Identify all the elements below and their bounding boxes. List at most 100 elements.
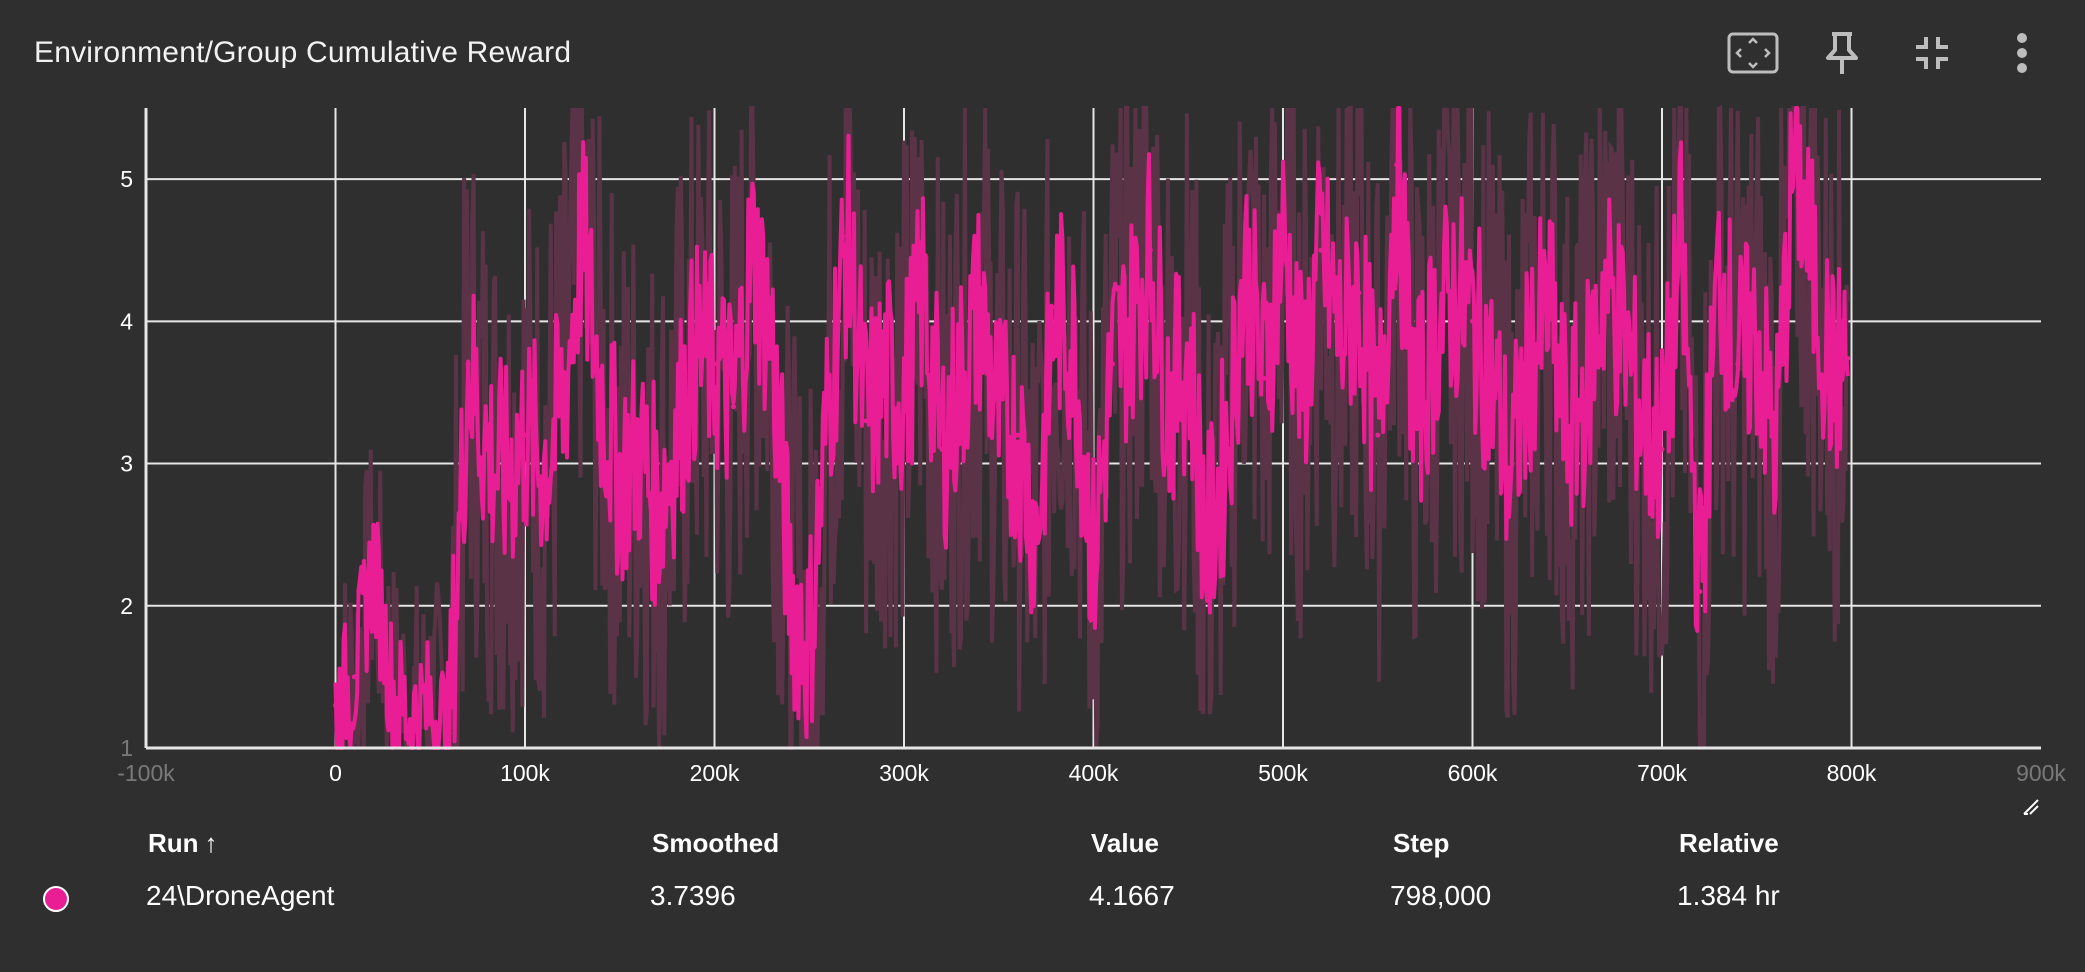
axes xyxy=(144,108,2041,750)
data-point xyxy=(522,432,528,438)
data-point xyxy=(617,475,623,481)
data-point xyxy=(1204,546,1210,552)
data-point xyxy=(1470,318,1475,324)
collapse-icon xyxy=(1916,37,1948,69)
data-point xyxy=(1394,162,1400,168)
data-point xyxy=(996,418,1002,424)
data-point xyxy=(1830,375,1835,381)
data-point xyxy=(693,347,698,353)
data-point xyxy=(1072,347,1077,353)
x-tick-label: 600k xyxy=(1448,760,1498,786)
x-tick-label: 0 xyxy=(329,760,342,786)
data-point xyxy=(1640,418,1646,424)
cell-value: 4.1667 xyxy=(1089,880,1175,911)
data-point xyxy=(1564,432,1570,438)
data-point xyxy=(920,290,926,296)
run-color-swatch[interactable] xyxy=(43,886,69,912)
data-point xyxy=(1261,375,1267,381)
data-point xyxy=(1583,389,1589,395)
data-point xyxy=(1489,375,1494,381)
data-point xyxy=(1147,247,1153,253)
line-chart[interactable]: -100k 0 100k 200k 300k 400k 500k 600k 700k 800k 90… xyxy=(0,0,2085,800)
y-tick-label: 5 xyxy=(120,166,133,192)
column-header-run[interactable]: Run ↑ xyxy=(148,828,218,859)
data-point xyxy=(1280,233,1286,239)
cell-relative: 1.384 hr xyxy=(1677,880,1780,911)
data-point xyxy=(484,446,490,452)
pin-button[interactable] xyxy=(1813,24,1871,82)
data-point xyxy=(1526,361,1532,367)
data-point xyxy=(1242,261,1248,267)
data-point xyxy=(674,432,680,438)
column-header-value[interactable]: Value xyxy=(1091,828,1159,858)
data-point xyxy=(1621,333,1627,339)
data-point xyxy=(1299,389,1305,395)
data-point xyxy=(1034,532,1040,538)
data-point xyxy=(1754,333,1760,339)
cell-smoothed: 3.7396 xyxy=(650,880,736,911)
x-tick-label: 100k xyxy=(500,760,550,786)
data-point xyxy=(1432,333,1438,339)
raw-series xyxy=(333,104,1850,750)
data-point xyxy=(370,560,376,566)
data-point xyxy=(1451,290,1456,296)
data-point xyxy=(731,404,736,410)
data-point xyxy=(1811,276,1817,282)
data-point xyxy=(1545,304,1551,310)
x-tick-label: 500k xyxy=(1258,760,1308,786)
y-tick-label: 2 xyxy=(120,593,133,619)
data-point xyxy=(446,731,452,737)
more-options-button[interactable] xyxy=(1993,24,2051,82)
data-point xyxy=(1128,318,1134,324)
column-header-smoothed[interactable]: Smoothed xyxy=(652,828,780,858)
collapse-button[interactable] xyxy=(1903,24,1961,82)
data-point xyxy=(825,404,831,410)
data-point xyxy=(1773,446,1779,452)
data-point xyxy=(427,702,433,708)
data-point xyxy=(560,404,566,410)
data-point xyxy=(1318,247,1324,253)
run-header-label: Run xyxy=(148,828,199,858)
tick-labels: -100k 0 100k 200k 300k 400k 500k 600k 700k 800k 90… xyxy=(117,166,2066,786)
raw-line xyxy=(333,104,1850,750)
data-point xyxy=(1337,333,1343,339)
data-point xyxy=(768,333,774,339)
x-tick-label: 900k xyxy=(2016,760,2066,786)
more-vert-icon xyxy=(2017,33,2027,73)
pin-icon xyxy=(1826,32,1858,74)
data-point xyxy=(958,375,964,381)
data-point xyxy=(1223,446,1229,452)
y-tick-label: 3 xyxy=(120,451,133,477)
resize-handle-icon[interactable] xyxy=(2020,796,2042,818)
fit-domain-icon xyxy=(1727,32,1779,74)
x-tick-label: 400k xyxy=(1069,760,1119,786)
x-tick-label: 300k xyxy=(879,760,929,786)
column-header-relative[interactable]: Relative xyxy=(1679,828,1779,858)
column-header-step[interactable]: Step xyxy=(1393,828,1450,858)
x-tick-label: 700k xyxy=(1637,760,1687,786)
data-point xyxy=(1166,404,1172,410)
data-point xyxy=(749,247,755,253)
data-point xyxy=(1678,247,1684,253)
data-point xyxy=(1697,589,1703,595)
data-point xyxy=(939,446,945,452)
data-point xyxy=(351,674,357,680)
data-point xyxy=(1792,148,1798,154)
data-point xyxy=(541,461,547,467)
data-point xyxy=(977,304,983,310)
data-point xyxy=(1053,304,1059,310)
data-point xyxy=(1356,290,1362,296)
data-point xyxy=(1716,261,1722,267)
card-title: Environment/Group Cumulative Reward xyxy=(34,36,572,69)
data-point xyxy=(863,418,869,424)
smoothed-series xyxy=(333,106,1851,750)
data-point xyxy=(1110,361,1115,367)
cell-step: 798,000 xyxy=(1390,880,1492,911)
x-tick-label: -100k xyxy=(117,760,175,786)
fit-domain-button[interactable] xyxy=(1724,24,1782,82)
data-point xyxy=(1845,355,1851,361)
data-point xyxy=(1091,560,1096,566)
data-point xyxy=(1602,276,1608,282)
cell-run: 24\DroneAgent xyxy=(146,880,335,911)
